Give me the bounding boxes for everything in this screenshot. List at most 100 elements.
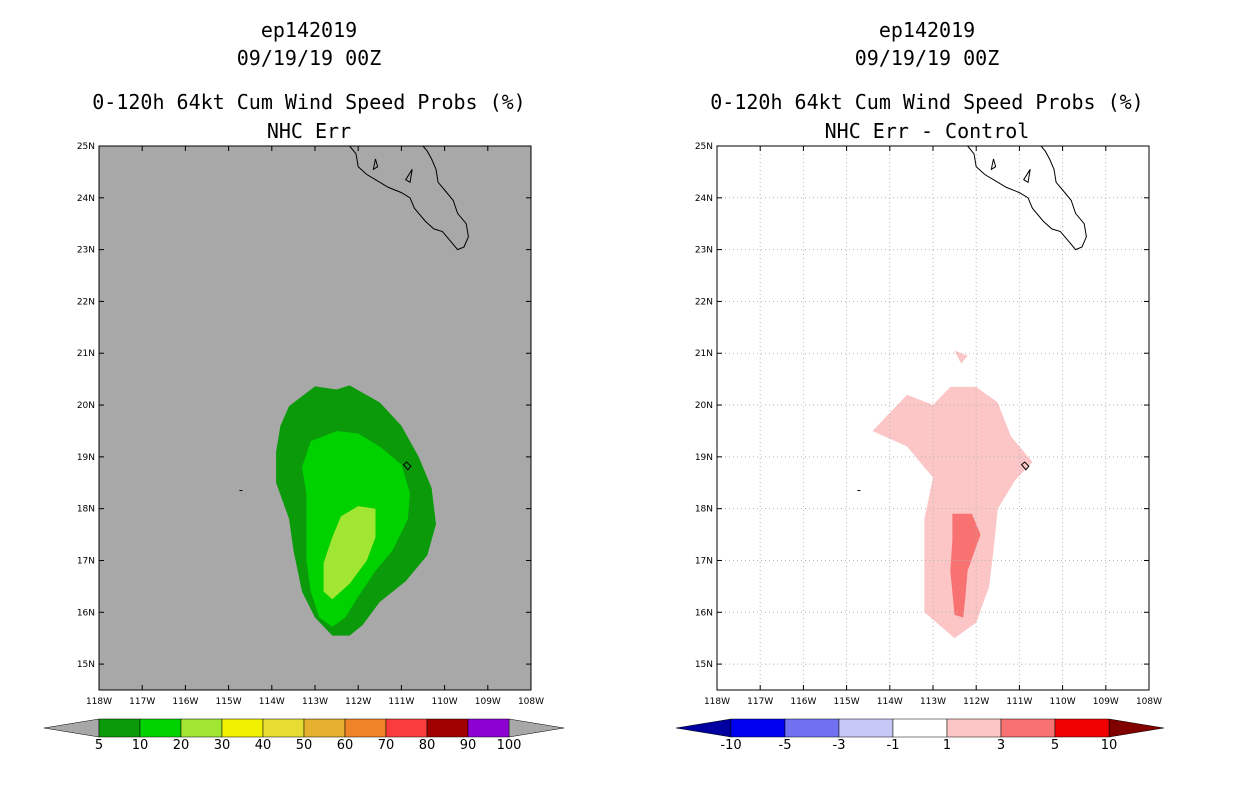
x-tick-label: 111W xyxy=(1006,697,1032,707)
y-tick-label: 24N xyxy=(77,194,95,204)
x-tick-label: 117W xyxy=(747,697,773,707)
y-tick-label: 19N xyxy=(77,453,95,463)
colorbar-swatch xyxy=(303,718,346,738)
colorbar-label: 1 xyxy=(943,738,951,753)
colorbar-label: 5 xyxy=(1051,738,1059,753)
x-tick-label: 113W xyxy=(920,697,946,707)
colorbar-swatch xyxy=(838,718,894,738)
colorbar-swatch xyxy=(946,718,1002,738)
x-tick-label: 118W xyxy=(704,697,730,707)
colorbar-label: -10 xyxy=(720,738,741,753)
colorbar-label: 70 xyxy=(378,738,395,753)
date-label: 09/19/19 00Z xyxy=(236,46,382,70)
colorbar-swatch xyxy=(1054,718,1110,738)
left-panel: ep142019 09/19/19 00Z 0-120h 64kt Cum Wi… xyxy=(43,18,565,753)
colorbar-swatch xyxy=(221,718,264,738)
colorbar-label: -1 xyxy=(887,738,900,753)
x-tick-label: 108W xyxy=(1136,697,1162,707)
colorbar-end-high xyxy=(1108,718,1165,738)
island-socorro xyxy=(1020,461,1030,471)
island xyxy=(990,158,997,171)
right-panel: ep142019 09/19/19 00Z 0-120h 64kt Cum Wi… xyxy=(618,0,1236,800)
island xyxy=(1023,169,1031,184)
x-tick-label: 116W xyxy=(790,697,816,707)
chart-subtitle: NHC Err - Control xyxy=(824,119,1030,143)
chart-title: 0-120h 64kt Cum Wind Speed Probs (%) xyxy=(710,90,1144,114)
y-tick-label: 17N xyxy=(695,556,713,566)
x-tick-label: 109W xyxy=(1093,697,1119,707)
colorbar-label: 90 xyxy=(460,738,477,753)
colorbar-swatch xyxy=(730,718,786,738)
y-tick-label: 20N xyxy=(695,401,713,411)
x-tick-label: 111W xyxy=(388,697,414,707)
y-tick-label: 24N xyxy=(695,194,713,204)
y-tick-label: 17N xyxy=(77,556,95,566)
contour-20-30% xyxy=(323,506,376,600)
storm-id: ep142019 xyxy=(878,18,976,42)
colorbar-label: 20 xyxy=(173,738,190,753)
island xyxy=(405,169,413,184)
y-tick-label: 18N xyxy=(695,505,713,515)
colorbar-end-high xyxy=(508,718,565,738)
y-tick-label: 23N xyxy=(695,246,713,256)
y-tick-label: 22N xyxy=(77,297,95,307)
y-tick-label: 21N xyxy=(77,349,95,359)
x-tick-label: 118W xyxy=(86,697,112,707)
colorbar-label: 40 xyxy=(255,738,272,753)
colorbar-label: 10 xyxy=(1101,738,1118,753)
y-tick-label: 16N xyxy=(77,608,95,618)
colorbar-label: 100 xyxy=(497,738,522,753)
colorbar-swatch xyxy=(1000,718,1056,738)
colorbar-label: 10 xyxy=(132,738,149,753)
date-label: 09/19/19 00Z xyxy=(854,46,1000,70)
colorbar-swatch xyxy=(180,718,223,738)
colorbar-label: 30 xyxy=(214,738,231,753)
chart-subtitle: NHC Err xyxy=(266,119,352,143)
colorbar-label: 5 xyxy=(95,738,103,753)
contour-3-5 xyxy=(950,513,981,618)
colorbar-swatch xyxy=(262,718,305,738)
x-tick-label: 110W xyxy=(432,697,458,707)
y-tick-label: 20N xyxy=(77,401,95,411)
y-tick-label: 16N xyxy=(695,608,713,618)
x-tick-label: 109W xyxy=(475,697,501,707)
colorbar-swatch xyxy=(344,718,387,738)
y-tick-label: 15N xyxy=(695,660,713,670)
chart-title: 0-120h 64kt Cum Wind Speed Probs (%) xyxy=(92,90,526,114)
colorbar-swatch xyxy=(426,718,469,738)
y-tick-label: 23N xyxy=(77,246,95,256)
y-tick-label: 18N xyxy=(77,505,95,515)
colorbar-label: 50 xyxy=(296,738,313,753)
island-socorro xyxy=(402,461,412,471)
colorbar-swatch xyxy=(892,718,948,738)
x-tick-label: 115W xyxy=(834,697,860,707)
x-tick-label: 108W xyxy=(518,697,544,707)
colorbar-swatch xyxy=(98,718,141,738)
x-tick-label: 112W xyxy=(345,697,371,707)
x-tick-label: 110W xyxy=(1050,697,1076,707)
colorbar-label: 3 xyxy=(997,738,1005,753)
colorbar-label: 80 xyxy=(419,738,436,753)
colorbar-swatch xyxy=(784,718,840,738)
y-tick-label: 25N xyxy=(77,142,95,152)
x-tick-label: 114W xyxy=(877,697,903,707)
colorbar-swatch xyxy=(139,718,182,738)
y-tick-label: 22N xyxy=(695,297,713,307)
contour-1-3 xyxy=(872,386,1033,639)
coastline xyxy=(967,145,1087,251)
x-tick-label: 116W xyxy=(172,697,198,707)
x-tick-label: 113W xyxy=(302,697,328,707)
map-plot: 118W 117W 116W 115W 114W 113W 112W 111W 110W 109W… xyxy=(43,142,565,753)
y-tick-label: 25N xyxy=(695,142,713,152)
island xyxy=(372,158,379,171)
x-tick-label: 115W xyxy=(216,697,242,707)
colorbar-end-low xyxy=(675,718,732,738)
y-tick-label: 21N xyxy=(695,349,713,359)
colorbar-label: -5 xyxy=(779,738,792,753)
x-tick-label: 114W xyxy=(259,697,285,707)
colorbar-end-low xyxy=(43,718,100,738)
colorbar-swatch xyxy=(385,718,428,738)
storm-id: ep142019 xyxy=(260,18,358,42)
map-plot: 118W 117W 116W 115W 114W 113W 112W 111W 110W 109W… xyxy=(675,142,1165,753)
y-tick-label: 19N xyxy=(695,453,713,463)
